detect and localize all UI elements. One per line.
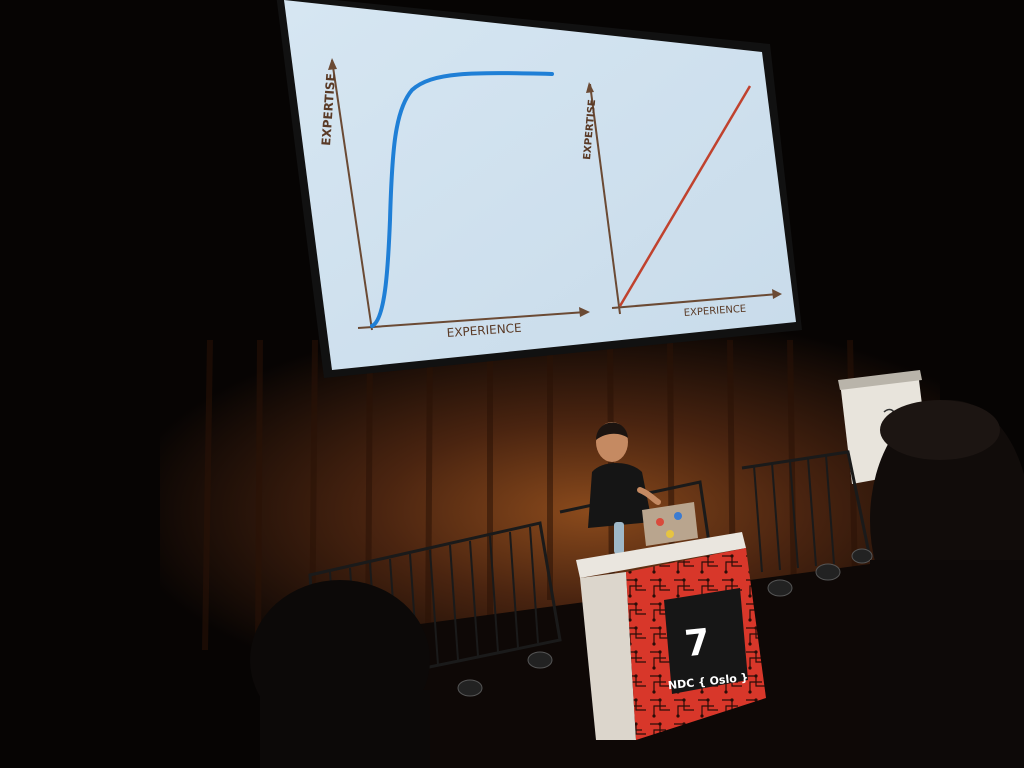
left-chart-y-axis <box>331 59 373 331</box>
left-chart-ylabel: EXPERTISE <box>319 73 338 146</box>
left-chart: EXPERTISE EXPERIENCE <box>319 58 590 340</box>
right-chart: EXPERTISE EXPERIENCE <box>582 82 782 319</box>
right-chart-x-axis <box>611 293 779 309</box>
audience-silhouettes <box>250 400 1024 768</box>
left-chart-x-axis <box>357 311 587 329</box>
left-chart-x-arrow <box>579 307 590 317</box>
podium-badge <box>664 588 748 694</box>
right-chart-linear-line <box>618 85 752 307</box>
speaker-person <box>588 422 661 528</box>
floor-lights <box>457 548 873 697</box>
podium: 7 NDC { Oslo } <box>576 532 766 740</box>
left-chart-y-arrow <box>328 58 337 70</box>
left-chart-s-curve <box>370 71 554 328</box>
right-chart-y-arrow <box>586 82 594 93</box>
left-chart-xlabel: EXPERIENCE <box>446 321 522 340</box>
podium-room-number: 7 <box>683 622 712 665</box>
water-bottle <box>614 522 624 554</box>
right-chart-ylabel: EXPERTISE <box>582 99 598 160</box>
laptop <box>642 502 698 546</box>
right-chart-x-arrow <box>772 289 782 299</box>
right-chart-xlabel: EXPERIENCE <box>683 304 746 319</box>
right-chart-y-axis <box>589 83 621 315</box>
